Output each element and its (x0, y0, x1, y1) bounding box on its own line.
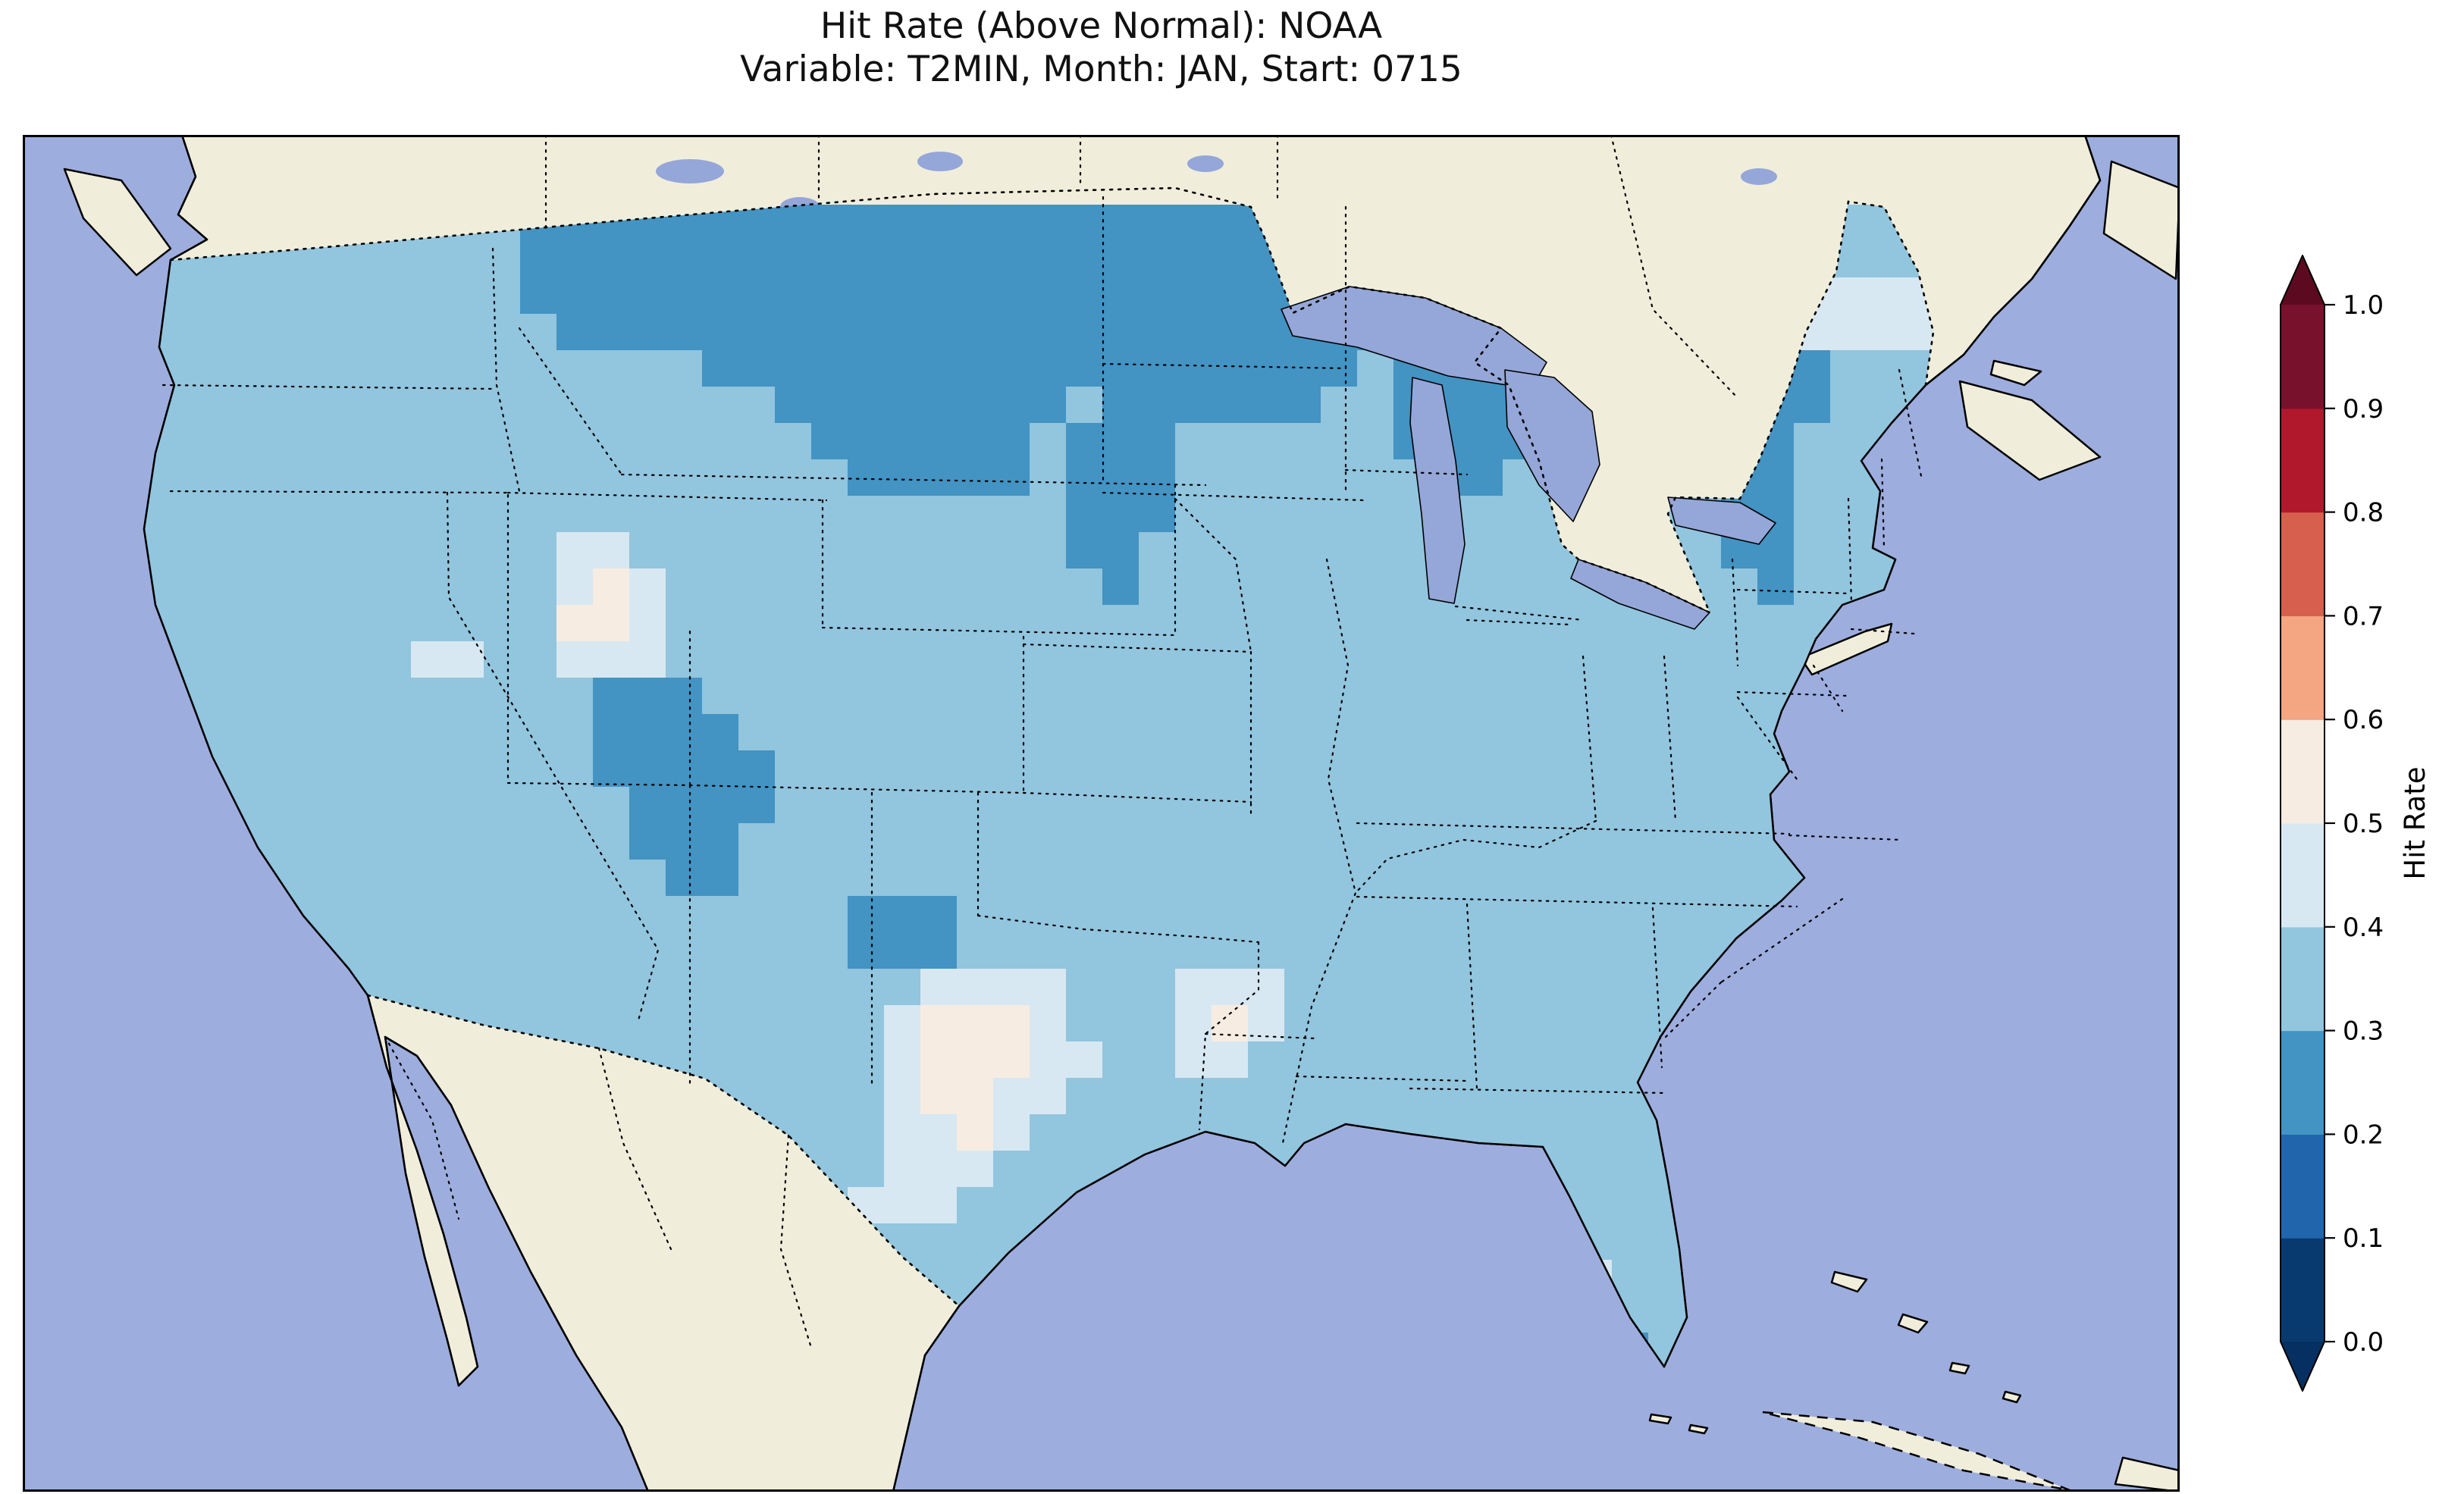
axes-frame (23, 135, 2180, 1492)
colorbar-tick-label: 0.9 (2343, 394, 2384, 424)
mexico-border (366, 994, 961, 1308)
coastline (143, 135, 2102, 1492)
bahamas-island (1830, 1270, 1868, 1293)
map-canvas (23, 135, 2180, 1492)
title-line2: Variable: T2MIN, Month: JAN, Start: 0715 (740, 49, 1462, 91)
colorbar-tick-label: 0.6 (2343, 705, 2384, 735)
colorbar: 1.0 0.9 0.8 0.7 0.6 0.5 0.4 0.3 0.2 0.1 0.0 Hit Ra… (2280, 255, 2431, 1392)
bahamas-island (2002, 1390, 2022, 1404)
colorbar-ticks: 1.0 0.9 0.8 0.7 0.6 0.5 0.4 0.3 0.2 0.1 0.0 (2324, 290, 2384, 1358)
colorbar-tick-label: 0.1 (2343, 1223, 2384, 1254)
colorbar-axis-label: Hit Rate (2399, 766, 2431, 879)
florida-keys (1648, 1413, 1672, 1425)
vancouver-island (63, 168, 172, 277)
state-borders (161, 135, 1923, 1349)
hispaniola (2114, 1456, 2180, 1492)
colorbar-segments (2281, 305, 2324, 1342)
colorbar-tick-label: 0.5 (2343, 809, 2384, 839)
canada-border (169, 186, 1935, 615)
colorbar-tick-label: 0.0 (2343, 1327, 2384, 1358)
map-axes (23, 135, 2180, 1492)
colorbar-extend-under (2281, 1342, 2324, 1391)
colorbar-tick-label: 1.0 (2343, 290, 2384, 321)
lake-erie (1570, 559, 1710, 630)
figure-title: Hit Rate (Above Normal): NOAA Variable: … (23, 5, 2180, 92)
colorbar-tick-label: 0.2 (2343, 1120, 2384, 1150)
great-lakes (1281, 286, 1776, 630)
lake-huron (1504, 369, 1600, 522)
title-line1: Hit Rate (Above Normal): NOAA (820, 5, 1383, 47)
colorbar-tick-label: 0.7 (2343, 601, 2384, 631)
bahamas-island (1948, 1361, 1970, 1375)
colorbar-extend-over (2281, 255, 2324, 305)
prince-edward-island (1989, 359, 2042, 387)
colorbar-tick-label: 0.8 (2343, 498, 2384, 528)
colorbar-tick-label: 0.4 (2343, 913, 2384, 943)
colorbar-tick-label: 0.3 (2343, 1016, 2384, 1047)
newfoundland-island (2102, 160, 2180, 280)
nova-scotia (1958, 380, 2102, 481)
florida-keys (1688, 1424, 1709, 1435)
lake-ontario (1667, 496, 1776, 545)
bahamas-island (1897, 1313, 1929, 1334)
lake-michigan (1409, 377, 1466, 604)
